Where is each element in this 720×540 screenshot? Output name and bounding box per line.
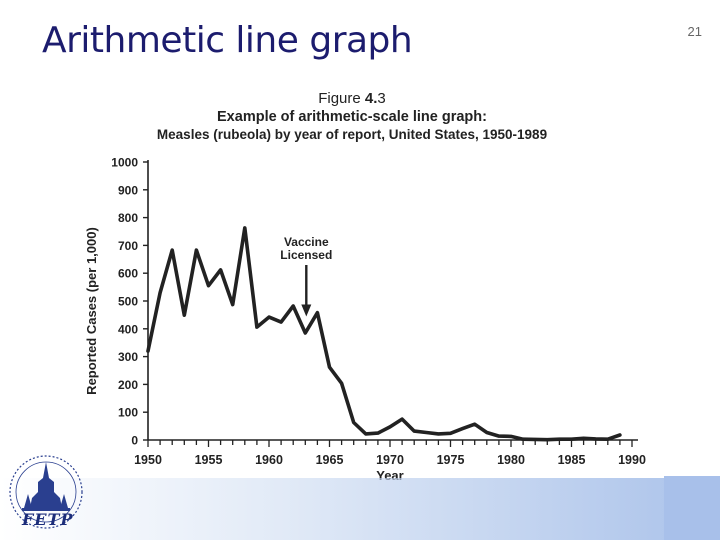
y-tick-label: 800 (118, 211, 138, 225)
x-tick-label: 1950 (134, 453, 162, 467)
x-tick-label: 1960 (255, 453, 283, 467)
y-tick-label: 900 (118, 183, 138, 197)
y-tick-label: 0 (131, 434, 138, 448)
x-tick-label: 1955 (195, 453, 223, 467)
y-tick-label: 100 (118, 406, 138, 420)
y-tick-label: 200 (118, 378, 138, 392)
y-axis-label: Reported Cases (per 1,000) (84, 227, 99, 395)
slide-title: Arithmetic line graph (42, 20, 413, 61)
chart-title: Example of arithmetic-scale line graph: (217, 109, 487, 125)
x-tick-label: 1975 (437, 453, 465, 467)
y-tick-label: 600 (118, 267, 138, 281)
chart-subtitle: Measles (rubeola) by year of report, Uni… (157, 127, 547, 142)
x-tick-label: 1965 (316, 453, 344, 467)
chart-figure-label: Figure 4.3 (318, 90, 386, 107)
y-tick-label: 400 (118, 322, 138, 336)
y-tick-label: 700 (118, 239, 138, 253)
slide-number: 21 (687, 24, 702, 39)
footer-corner-block (664, 476, 720, 540)
annotation-text-0: Vaccine (284, 235, 329, 249)
y-tick-label: 500 (118, 295, 138, 309)
footer-band (0, 478, 720, 540)
fetp-logo-icon (9, 455, 83, 529)
annotation-arrow-head (301, 304, 312, 317)
x-tick-label: 1970 (376, 453, 404, 467)
y-tick-label: 1000 (111, 156, 138, 170)
x-tick-label: 1980 (497, 453, 525, 467)
annotation-text-1: Licensed (280, 248, 332, 262)
x-tick-label: 1985 (558, 453, 586, 467)
logo-text: FETP (22, 510, 74, 529)
series-line-measles (146, 226, 622, 442)
y-tick-label: 300 (118, 350, 138, 364)
x-tick-label: 1990 (618, 453, 646, 467)
